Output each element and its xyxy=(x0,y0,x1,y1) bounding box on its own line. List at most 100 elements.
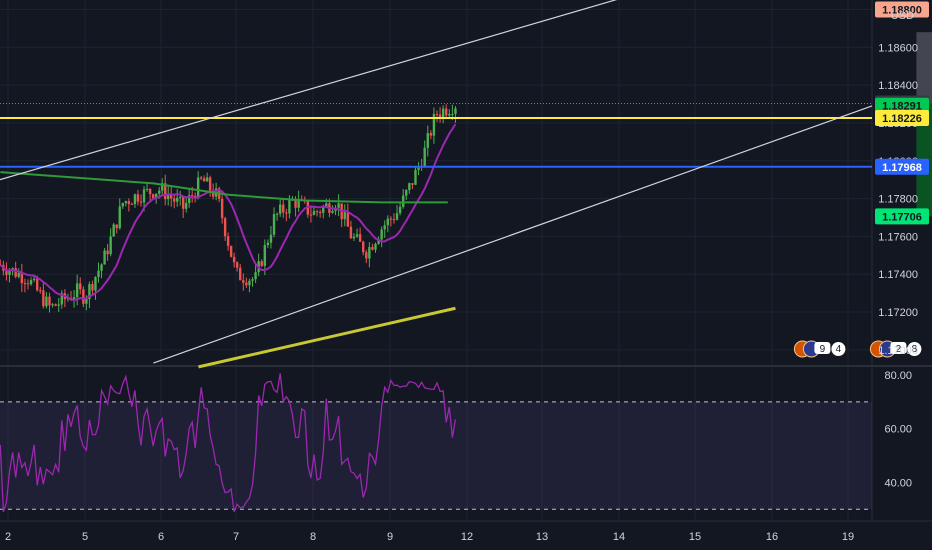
candle-body xyxy=(42,290,45,307)
candle xyxy=(60,290,63,309)
candle xyxy=(398,202,402,216)
candle-body xyxy=(220,198,224,219)
candle xyxy=(97,262,100,283)
candle-body xyxy=(14,268,17,277)
candle xyxy=(133,193,137,208)
event-count-badge xyxy=(831,342,846,356)
candle-body xyxy=(23,282,27,284)
candle-body xyxy=(190,195,194,197)
candle xyxy=(82,286,85,308)
candle xyxy=(226,232,230,251)
candle-body xyxy=(199,177,203,179)
candle xyxy=(414,166,417,186)
candle-body xyxy=(242,280,245,283)
event-count-2: 8 xyxy=(912,344,918,355)
trend-channel[interactable] xyxy=(0,0,873,364)
candle-body xyxy=(297,199,300,208)
candle-body xyxy=(448,114,451,116)
event-count: 2 xyxy=(896,344,902,355)
candle-body xyxy=(325,203,328,207)
price-tick-label: 1.18600 xyxy=(878,42,918,54)
candle xyxy=(272,207,276,238)
candle xyxy=(448,109,451,118)
candle-body xyxy=(429,133,433,136)
candle-body xyxy=(331,211,334,213)
candle xyxy=(312,206,316,216)
candle-body xyxy=(202,178,206,182)
candle-body xyxy=(318,211,322,213)
candle xyxy=(355,228,359,238)
candle-body xyxy=(176,197,179,202)
candle-body xyxy=(211,190,215,197)
channel-upper-line[interactable] xyxy=(0,0,680,181)
candlestick-series xyxy=(0,104,457,313)
candle-body xyxy=(26,283,30,285)
candle-body xyxy=(398,206,402,214)
candle-body xyxy=(121,203,124,207)
candle-body xyxy=(29,280,33,285)
candle xyxy=(285,208,288,222)
candle-body xyxy=(426,133,429,148)
candle xyxy=(411,183,414,190)
candle xyxy=(124,200,128,207)
candle-body xyxy=(260,261,263,266)
candle xyxy=(445,104,448,120)
candle-body xyxy=(8,270,11,275)
price-label-top[interactable]: 1.18800 xyxy=(875,1,929,18)
price-label-yellow_line2[interactable]: 1.18226 xyxy=(875,110,929,127)
price-label-target[interactable]: 1.17706 xyxy=(875,208,929,225)
time-tick-label: 2 xyxy=(5,531,11,543)
candle-body xyxy=(32,278,36,281)
price-label-text: 1.17706 xyxy=(882,211,922,223)
candle xyxy=(251,277,254,287)
economic-events[interactable]: 942813124 xyxy=(793,340,932,358)
candle xyxy=(161,178,164,195)
candle xyxy=(349,220,353,239)
candle-body xyxy=(355,234,359,237)
candle xyxy=(229,245,233,258)
candle-body xyxy=(438,114,442,118)
stop-loss-zone[interactable] xyxy=(916,32,932,104)
price-label-bg xyxy=(875,208,929,225)
candle xyxy=(432,107,436,144)
candle-body xyxy=(423,147,426,167)
candle-body xyxy=(232,256,236,263)
candle-body xyxy=(20,272,24,283)
price-label-blue_line[interactable]: 1.17968 xyxy=(875,158,929,175)
candle xyxy=(136,189,140,206)
candle xyxy=(79,277,82,295)
candle xyxy=(127,198,131,212)
candle xyxy=(269,226,273,249)
rsi-pane xyxy=(0,373,872,513)
candle-body xyxy=(401,195,405,207)
candle xyxy=(438,107,442,123)
candle-body xyxy=(254,272,257,280)
candle-body xyxy=(395,213,399,220)
rsi-band-fill xyxy=(0,401,872,510)
candle-body xyxy=(389,218,393,220)
candle-body xyxy=(57,304,60,306)
candle-body xyxy=(91,284,94,291)
price-label-yellow_line[interactable]: 1.18291 xyxy=(875,97,929,114)
price-tick-label: 1.18400 xyxy=(878,80,918,92)
candle xyxy=(20,263,24,293)
price-axis[interactable]: 1.188001.186001.184001.182001.180001.178… xyxy=(875,1,929,489)
candle xyxy=(423,140,426,168)
horizontal-lines[interactable] xyxy=(0,102,872,168)
event-count-badge xyxy=(890,342,907,354)
candle-body xyxy=(451,113,454,115)
candle-body xyxy=(136,194,140,202)
time-axis[interactable]: 2 5 6 7 8 9 12 13 14 15 16 19 xyxy=(0,520,932,550)
candle xyxy=(454,106,457,123)
candle xyxy=(417,162,420,176)
candle-body xyxy=(142,189,146,203)
candle xyxy=(405,189,408,200)
candle xyxy=(57,298,60,312)
price-tick-label: 1.17600 xyxy=(878,231,918,243)
channel-lower-line[interactable] xyxy=(153,105,873,364)
long-moving-average xyxy=(198,306,456,369)
